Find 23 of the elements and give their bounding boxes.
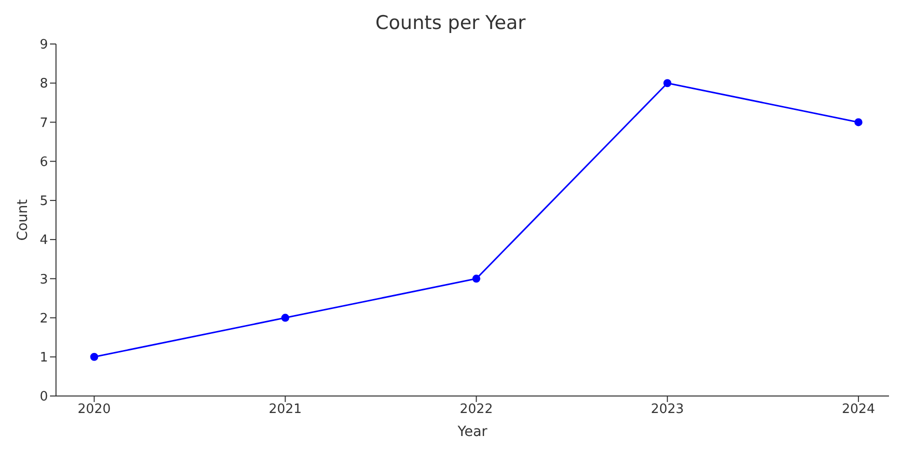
y-tick-label: 7 bbox=[40, 116, 48, 131]
x-tick-label: 2022 bbox=[460, 402, 493, 418]
y-axis-title: Count bbox=[14, 198, 31, 241]
y-tick-label: 0 bbox=[40, 390, 48, 405]
y-tick-label: 2 bbox=[40, 311, 48, 326]
point bbox=[90, 352, 98, 361]
point bbox=[281, 314, 290, 322]
y-tick-label: 6 bbox=[40, 154, 48, 170]
point bbox=[472, 274, 480, 283]
chart-title: Counts per Year bbox=[374, 11, 527, 36]
x-tick-label: 2020 bbox=[78, 402, 111, 418]
y-tick-label: 5 bbox=[40, 194, 48, 210]
point bbox=[854, 118, 862, 126]
point bbox=[663, 79, 672, 88]
x-axis-title: Year bbox=[456, 424, 488, 440]
x-tick-label: 2023 bbox=[650, 402, 684, 418]
x-tick-label: 2024 bbox=[842, 402, 875, 418]
y-tick-label: 8 bbox=[40, 76, 48, 92]
x-tick-label: 2021 bbox=[268, 402, 302, 418]
y-tick-label: 4 bbox=[40, 233, 48, 248]
y-tick-label: 1 bbox=[40, 350, 48, 366]
y-tick-label: 9 bbox=[40, 38, 48, 53]
y-tick-label: 3 bbox=[40, 272, 48, 288]
